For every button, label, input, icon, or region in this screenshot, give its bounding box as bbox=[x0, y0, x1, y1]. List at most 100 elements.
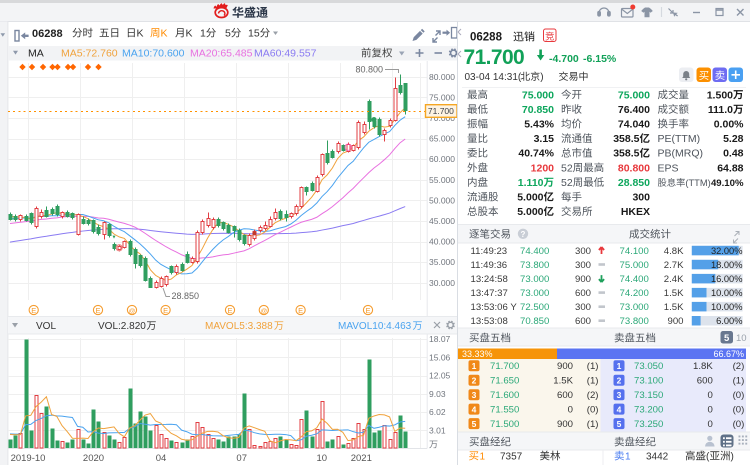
svg-text:71.500: 71.500 bbox=[490, 419, 519, 430]
svg-text:73.000: 73.000 bbox=[520, 288, 549, 299]
svg-text:K: K bbox=[137, 28, 144, 40]
svg-text:EPS: EPS bbox=[658, 162, 679, 174]
svg-text:73.800: 73.800 bbox=[520, 260, 549, 271]
svg-text:10.00%: 10.00% bbox=[711, 302, 743, 312]
svg-text:0: 0 bbox=[707, 419, 712, 430]
svg-text:0: 0 bbox=[707, 390, 712, 401]
svg-text:03-04 14:31(: 03-04 14:31( bbox=[465, 72, 522, 83]
svg-text:40.000: 40.000 bbox=[429, 237, 455, 247]
svg-text:E: E bbox=[365, 306, 370, 315]
svg-text:13:53:08: 13:53:08 bbox=[471, 316, 508, 327]
svg-text:11:49:23: 11:49:23 bbox=[471, 246, 508, 257]
svg-text:65.000: 65.000 bbox=[429, 134, 455, 144]
svg-text:K: K bbox=[161, 28, 168, 40]
svg-text:72.500: 72.500 bbox=[520, 302, 549, 313]
svg-text:3442: 3442 bbox=[646, 452, 669, 463]
svg-text:73.200: 73.200 bbox=[634, 405, 663, 416]
svg-text:06288: 06288 bbox=[470, 32, 503, 44]
svg-text:13:53:06 Y: 13:53:06 Y bbox=[471, 302, 518, 313]
svg-text:300: 300 bbox=[575, 260, 591, 271]
svg-text:9.03: 9.03 bbox=[429, 389, 446, 399]
svg-text:3.01: 3.01 bbox=[429, 425, 446, 435]
svg-text:15: 15 bbox=[248, 28, 260, 40]
svg-text:@: @ bbox=[260, 308, 267, 315]
svg-text:600: 600 bbox=[557, 390, 573, 401]
svg-text:1.110: 1.110 bbox=[518, 177, 544, 189]
svg-text:49.10%: 49.10% bbox=[711, 178, 744, 189]
svg-text:0.48: 0.48 bbox=[723, 148, 744, 160]
svg-text:@: @ bbox=[129, 308, 136, 315]
svg-text:900: 900 bbox=[557, 361, 573, 372]
svg-text:16.00%: 16.00% bbox=[711, 274, 743, 284]
svg-text:80.800: 80.800 bbox=[355, 65, 383, 75]
svg-text:73.250: 73.250 bbox=[634, 419, 663, 430]
svg-text:76.400: 76.400 bbox=[618, 104, 650, 116]
svg-text:75.000: 75.000 bbox=[620, 260, 649, 271]
svg-text:(2): (2) bbox=[733, 361, 745, 372]
svg-text:70.850: 70.850 bbox=[522, 104, 554, 116]
svg-text:11:49:36: 11:49:36 bbox=[471, 260, 508, 271]
svg-text:75.000: 75.000 bbox=[429, 92, 455, 102]
svg-text:52: 52 bbox=[561, 162, 573, 174]
svg-text:-4.700: -4.700 bbox=[549, 53, 579, 65]
svg-text:358.5: 358.5 bbox=[613, 133, 639, 145]
svg-text:71.700: 71.700 bbox=[464, 46, 525, 69]
svg-text:73.000: 73.000 bbox=[520, 274, 549, 285]
svg-text:E: E bbox=[298, 306, 303, 315]
svg-text:2.7K: 2.7K bbox=[664, 260, 684, 271]
svg-text:73.000: 73.000 bbox=[620, 302, 649, 313]
svg-text:-6.15%: -6.15% bbox=[583, 53, 617, 65]
svg-text:73.100: 73.100 bbox=[634, 376, 663, 387]
svg-text:(0): (0) bbox=[733, 390, 745, 401]
svg-text:600: 600 bbox=[575, 288, 591, 299]
svg-text:MA10:70.600: MA10:70.600 bbox=[122, 48, 185, 60]
svg-text:(1): (1) bbox=[587, 419, 599, 430]
svg-text:PE(TTM): PE(TTM) bbox=[658, 133, 701, 145]
svg-text:33.33%: 33.33% bbox=[462, 349, 493, 359]
svg-text:1: 1 bbox=[472, 361, 477, 371]
svg-text:70.850: 70.850 bbox=[520, 316, 549, 327]
svg-text:(2): (2) bbox=[587, 390, 599, 401]
svg-text:300: 300 bbox=[575, 302, 591, 313]
svg-text:75.000: 75.000 bbox=[618, 89, 650, 101]
svg-text:70.000: 70.000 bbox=[429, 113, 455, 123]
svg-text:): ) bbox=[540, 72, 543, 83]
svg-text:2: 2 bbox=[472, 376, 477, 386]
svg-text:74.200: 74.200 bbox=[620, 288, 649, 299]
svg-text:5.28: 5.28 bbox=[723, 133, 744, 145]
svg-text:18.07: 18.07 bbox=[429, 334, 451, 344]
svg-text:(0): (0) bbox=[733, 405, 745, 416]
svg-text:E: E bbox=[31, 306, 36, 315]
svg-text:10: 10 bbox=[317, 453, 328, 464]
svg-text:VOL:2.820: VOL:2.820 bbox=[98, 321, 146, 332]
svg-text:71.650: 71.650 bbox=[490, 376, 519, 387]
svg-text:71.700: 71.700 bbox=[428, 106, 454, 116]
svg-text:2.4K: 2.4K bbox=[664, 274, 684, 285]
svg-text:900: 900 bbox=[667, 316, 683, 327]
svg-text:(1): (1) bbox=[733, 376, 745, 387]
svg-text:50.000: 50.000 bbox=[429, 195, 455, 205]
svg-text:1200: 1200 bbox=[531, 162, 555, 174]
svg-text:HKEX: HKEX bbox=[621, 206, 650, 218]
svg-text:2021: 2021 bbox=[351, 453, 372, 464]
svg-text:71.600: 71.600 bbox=[490, 390, 519, 401]
svg-text:3: 3 bbox=[472, 390, 477, 400]
svg-text:10.00%: 10.00% bbox=[711, 288, 743, 298]
svg-text:111.0: 111.0 bbox=[708, 104, 733, 116]
svg-text:600: 600 bbox=[697, 376, 713, 387]
svg-text:07: 07 bbox=[236, 453, 247, 464]
svg-text:52: 52 bbox=[561, 177, 573, 189]
svg-text:73.150: 73.150 bbox=[634, 390, 663, 401]
svg-text:74.100: 74.100 bbox=[620, 246, 649, 257]
svg-text:5.000: 5.000 bbox=[517, 192, 543, 204]
svg-text:600: 600 bbox=[575, 316, 591, 327]
svg-text:5.43%: 5.43% bbox=[524, 119, 554, 131]
svg-text:1.5K: 1.5K bbox=[553, 376, 573, 387]
svg-text:300: 300 bbox=[575, 246, 591, 257]
svg-text:MAVOL10:4.463: MAVOL10:4.463 bbox=[338, 321, 412, 332]
svg-text:3: 3 bbox=[617, 390, 622, 400]
svg-text:7357: 7357 bbox=[500, 452, 523, 463]
svg-text:(0): (0) bbox=[587, 405, 599, 416]
svg-text:(TTM): (TTM) bbox=[685, 178, 710, 188]
svg-text:4: 4 bbox=[472, 405, 477, 415]
